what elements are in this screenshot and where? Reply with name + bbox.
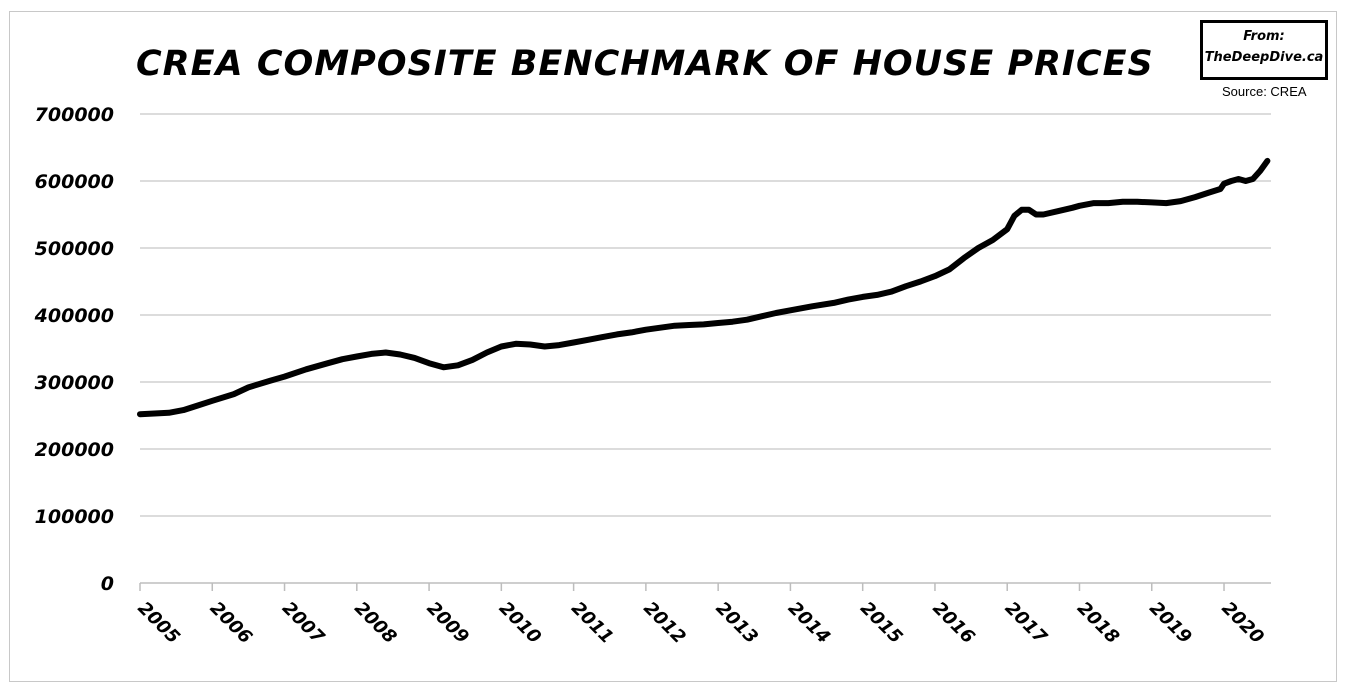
x-tick-label: 2009: [423, 598, 473, 648]
source-note: Source: CREA: [1222, 84, 1307, 99]
x-tick-label: 2005: [133, 598, 183, 648]
x-tick-labels: 2005 2006 2007 2008 2009 2010 2011 2012 2013 2014…: [133, 598, 1267, 649]
y-tick-label: 300000: [35, 372, 114, 394]
x-axis: [139, 582, 1271, 591]
y-tick-label: 0: [101, 573, 114, 595]
grid-lines: [140, 113, 1271, 517]
y-tick-label: 600000: [35, 171, 114, 193]
y-tick-label: 500000: [35, 238, 114, 260]
x-tick-label: 2018: [1073, 598, 1123, 648]
x-tick-label: 2017: [1001, 598, 1052, 649]
series-line: [137, 157, 1271, 418]
site-badge: From: TheDeepDive.ca: [1200, 20, 1328, 80]
x-tick-label: 2012: [639, 598, 689, 648]
x-tick-label: 2007: [278, 598, 329, 649]
series-layer: [137, 157, 1271, 418]
badge-from-label: From:: [1243, 29, 1285, 44]
x-tick-label: 2008: [350, 598, 400, 648]
x-tick-label: 2016: [928, 598, 978, 648]
x-tick-label: 2019: [1145, 598, 1195, 648]
x-tick-label: 2011: [567, 598, 617, 648]
chart-title: CREA COMPOSITE BENCHMARK OF HOUSE PRICES: [136, 44, 1154, 84]
badge-site-label: TheDeepDive.ca: [1204, 50, 1324, 65]
x-tick-label: 2010: [495, 598, 545, 648]
x-tick-label: 2020: [1217, 598, 1267, 648]
y-tick-label: 200000: [35, 439, 114, 461]
x-tick-label: 2015: [856, 598, 906, 648]
x-tick-label: 2013: [712, 598, 762, 648]
chart-frame: [9, 11, 1337, 682]
y-tick-label: 100000: [35, 506, 114, 528]
y-tick-label: 400000: [34, 305, 114, 327]
x-tick-label: 2006: [206, 598, 256, 648]
x-tick-label: 2014: [784, 598, 834, 648]
y-tick-label: 700000: [35, 104, 114, 126]
y-tick-labels: 0 100000 200000 300000 400000 500000 600000 700…: [34, 104, 114, 595]
